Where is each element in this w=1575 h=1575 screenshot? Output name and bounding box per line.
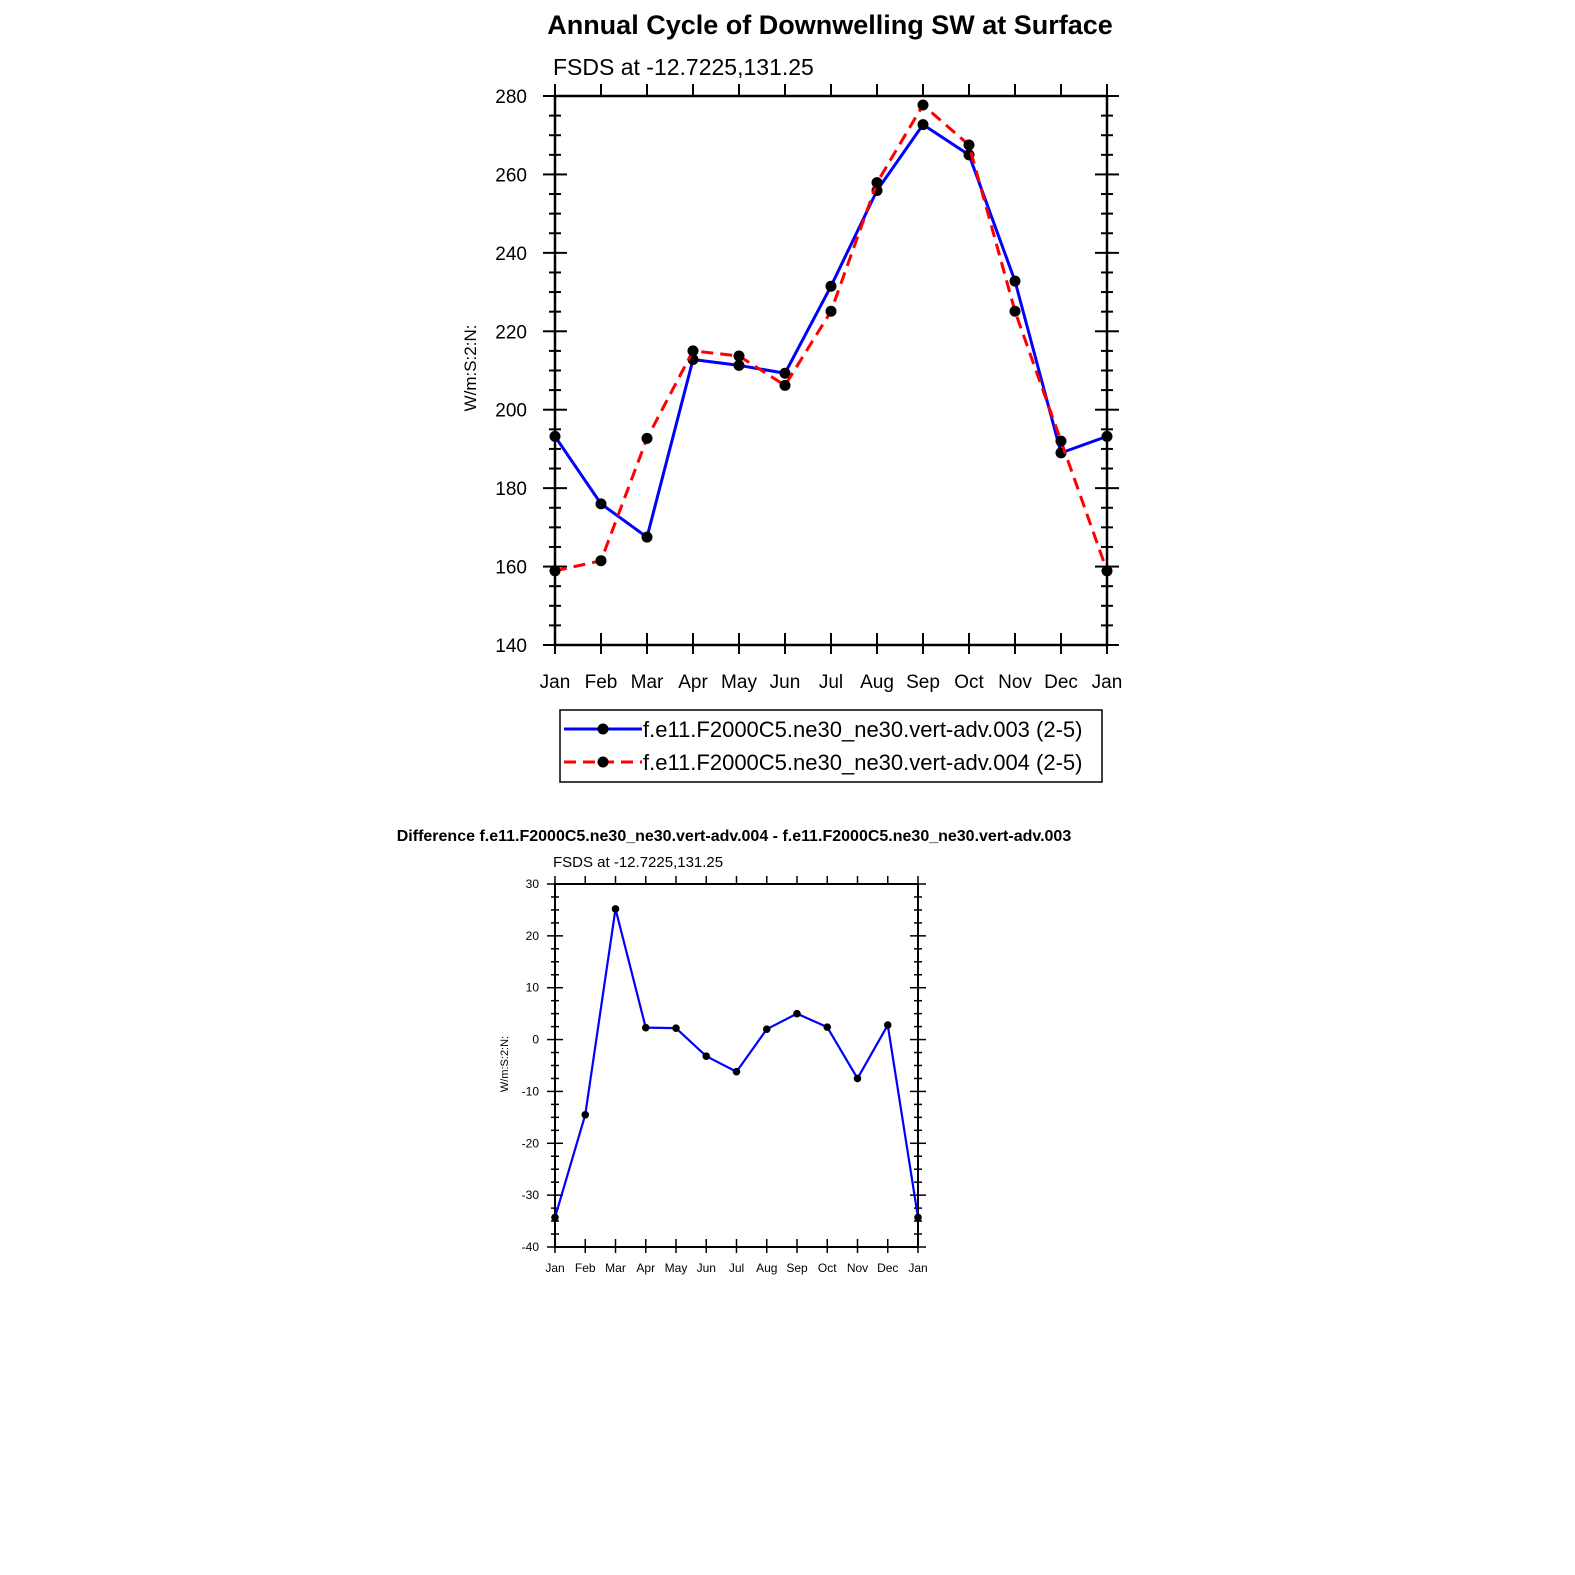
- chart2-plot-frame: [554, 883, 919, 1248]
- difference-chart: Difference f.e11.F2000C5.ne30_ne30.vert-…: [397, 828, 1072, 1275]
- x-tick-label: Dec: [877, 1261, 898, 1275]
- series-line-0: [553, 123, 1108, 539]
- x-tick-label: Mar: [631, 672, 664, 693]
- data-point: [779, 367, 791, 379]
- x-tick-label: Jun: [697, 1261, 716, 1275]
- data-point: [825, 305, 837, 317]
- y-tick-label: 20: [526, 929, 540, 943]
- x-tick-label: Oct: [818, 1261, 837, 1275]
- x-tick-label: May: [665, 1261, 688, 1275]
- chart2-title: Difference f.e11.F2000C5.ne30_ne30.vert-…: [397, 828, 1072, 845]
- x-tick-label: Jan: [545, 1261, 564, 1275]
- x-tick-label: Sep: [906, 672, 940, 693]
- data-point: [551, 1213, 559, 1222]
- y-tick-label: 180: [495, 479, 527, 500]
- data-point: [1101, 565, 1113, 577]
- data-point: [732, 1067, 741, 1076]
- y-tick-label: 280: [495, 87, 527, 108]
- data-point: [762, 1025, 771, 1033]
- data-point: [823, 1023, 832, 1031]
- y-tick-label: -40: [522, 1240, 540, 1254]
- x-tick-label: Feb: [585, 672, 618, 693]
- x-tick-label: Aug: [860, 672, 894, 693]
- y-tick-label: -30: [522, 1188, 540, 1202]
- data-point: [825, 280, 837, 292]
- y-tick-label: 200: [495, 401, 527, 422]
- chart2-subtitle: FSDS at -12.7225,131.25: [553, 854, 723, 871]
- data-point: [549, 565, 561, 577]
- data-point: [595, 498, 607, 510]
- data-point: [1009, 305, 1021, 317]
- legend-label-004: f.e11.F2000C5.ne30_ne30.vert-adv.004 (2-…: [643, 750, 1082, 775]
- data-point: [702, 1052, 711, 1060]
- data-point: [581, 1110, 590, 1119]
- data-point: [595, 555, 607, 567]
- data-point: [1101, 430, 1113, 442]
- x-tick-label: Apr: [636, 1261, 655, 1275]
- data-point: [779, 379, 791, 391]
- data-point: [883, 1021, 892, 1029]
- x-tick-label: Nov: [847, 1261, 868, 1275]
- data-point: [641, 531, 653, 543]
- data-point: [853, 1074, 862, 1083]
- data-point: [733, 359, 745, 371]
- x-tick-label: Nov: [998, 672, 1032, 693]
- legend-marker-004: [597, 756, 609, 768]
- data-point: [917, 119, 929, 131]
- legend-label-003: f.e11.F2000C5.ne30_ne30.vert-adv.003 (2-…: [643, 717, 1082, 742]
- chart1-subtitle: FSDS at -12.7225,131.25: [553, 54, 814, 80]
- y-tick-label: 240: [495, 244, 527, 265]
- data-point: [917, 99, 929, 111]
- x-tick-label: Jun: [770, 672, 801, 693]
- x-tick-label: Aug: [756, 1261, 777, 1275]
- data-point: [963, 139, 975, 151]
- x-tick-label: Apr: [678, 672, 708, 693]
- series-line-1: [554, 103, 1109, 573]
- data-point: [549, 430, 561, 442]
- chart1-title: Annual Cycle of Downwelling SW at Surfac…: [547, 10, 1113, 40]
- data-point: [687, 345, 699, 357]
- y-tick-label: -10: [522, 1084, 540, 1098]
- x-tick-label: Jul: [819, 672, 843, 693]
- series-line-0: [553, 907, 920, 1218]
- data-point: [871, 177, 883, 189]
- chart1-ylabel: W/m:S:2:N:: [461, 325, 480, 412]
- chart1-plot-frame: [553, 94, 1109, 647]
- data-point: [733, 350, 745, 362]
- x-tick-label: Jan: [1092, 672, 1123, 693]
- x-tick-label: May: [721, 672, 757, 693]
- annual-cycle-chart: Annual Cycle of Downwelling SW at Surfac…: [461, 10, 1123, 783]
- y-tick-label: 10: [526, 981, 540, 995]
- data-point: [1055, 435, 1067, 447]
- data-point: [641, 432, 653, 444]
- x-tick-label: Oct: [954, 672, 984, 693]
- legend-frame: [559, 709, 1103, 783]
- chart2-ylabel: W/m:S:2:N:: [499, 1036, 511, 1092]
- y-tick-label: -20: [522, 1136, 540, 1150]
- data-point: [1009, 275, 1021, 287]
- data-point: [611, 905, 620, 913]
- x-tick-label: Mar: [605, 1261, 626, 1275]
- y-tick-label: 0: [532, 1033, 539, 1047]
- chart1-legend: f.e11.F2000C5.ne30_ne30.vert-adv.003 (2-…: [559, 709, 1103, 783]
- x-tick-label: Jan: [540, 672, 571, 693]
- y-tick-label: 160: [495, 558, 527, 579]
- data-point: [793, 1009, 801, 1018]
- y-tick-label: 140: [495, 636, 527, 657]
- y-tick-label: 30: [526, 877, 540, 891]
- x-tick-label: Jul: [729, 1261, 744, 1275]
- x-tick-label: Dec: [1044, 672, 1078, 693]
- data-point: [641, 1023, 650, 1032]
- y-tick-label: 260: [495, 165, 527, 186]
- x-tick-label: Feb: [575, 1261, 596, 1275]
- x-tick-label: Sep: [786, 1261, 808, 1275]
- legend-marker-003: [597, 723, 609, 735]
- data-point: [914, 1213, 922, 1222]
- data-point: [672, 1024, 680, 1032]
- x-tick-label: Jan: [908, 1261, 927, 1275]
- y-tick-label: 220: [495, 322, 527, 343]
